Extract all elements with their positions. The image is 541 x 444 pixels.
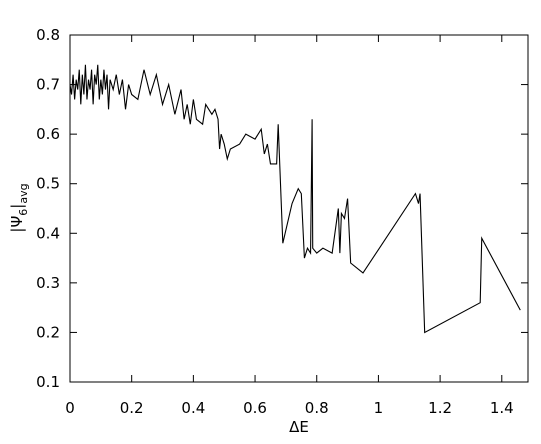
x-tick-label: 1 (374, 399, 384, 417)
plot-frame (69, 34, 529, 383)
y-axis-label: |Ψ6|avg (8, 183, 30, 232)
y-tick-label: 0.5 (36, 175, 60, 193)
x-tick-label: 1.2 (428, 399, 452, 417)
x-tick-label: 0.2 (120, 399, 144, 417)
y-tick-label: 0.1 (36, 373, 60, 391)
y-tick-label: 0.2 (36, 323, 60, 341)
data-line (69, 64, 521, 334)
x-tick-label: 0.8 (305, 399, 329, 417)
y-tick-label: 0.7 (36, 76, 60, 94)
x-tick-label: 0.6 (243, 399, 267, 417)
y-label-part: | (8, 204, 26, 209)
y-tick-label: 0.3 (36, 274, 60, 292)
y-tick-label: 0.4 (36, 224, 60, 242)
y-label-part: |Ψ (8, 216, 26, 233)
y-tick-label: 0.8 (36, 26, 60, 44)
y-label-part: avg (17, 183, 30, 203)
x-tick-label: 0 (65, 399, 75, 417)
x-tick-label: 0.4 (181, 399, 205, 417)
x-tick-label: 1.4 (490, 399, 514, 417)
y-label-part: 6 (17, 209, 30, 216)
y-tick-label: 0.6 (36, 125, 60, 143)
x-axis-label: ΔE (289, 418, 309, 436)
